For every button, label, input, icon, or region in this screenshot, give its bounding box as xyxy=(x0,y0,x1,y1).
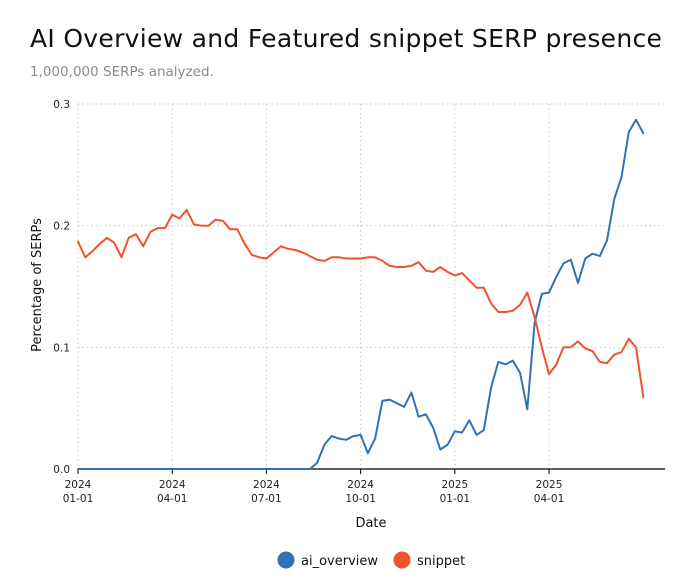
legend-label-ai-overview: ai_overview xyxy=(301,554,378,569)
chart-subtitle: 1,000,000 SERPs analyzed. xyxy=(30,64,214,80)
grid-layer xyxy=(77,103,665,469)
x-tick-date: 10-01 xyxy=(345,493,376,505)
series-line-ai-overview[interactable] xyxy=(77,118,645,470)
x-tick-date: 07-01 xyxy=(251,493,282,505)
y-tick-label: 0.0 xyxy=(53,464,70,476)
x-axis-title: Date xyxy=(355,516,386,531)
legend-item-snippet[interactable]: snippet xyxy=(393,551,466,570)
legend-item-ai-overview[interactable]: ai_overview xyxy=(277,551,379,570)
series-layer xyxy=(77,118,645,470)
legend-marker-ai-overview xyxy=(277,551,295,569)
y-tick-label: 0.1 xyxy=(53,342,70,354)
legend-label-snippet: snippet xyxy=(417,554,465,569)
series-line-snippet[interactable] xyxy=(77,208,645,399)
x-tick-date: 04-01 xyxy=(534,493,565,505)
y-tick-label: 0.3 xyxy=(53,99,70,111)
x-tick-year: 2024 xyxy=(65,479,92,491)
y-axis-title: Percentage of SERPs xyxy=(30,218,45,352)
x-tick-year: 2024 xyxy=(159,479,186,491)
legend: ai_overview snippet xyxy=(277,551,466,570)
x-tick-year: 2025 xyxy=(536,479,563,491)
y-tick-label: 0.2 xyxy=(53,221,70,233)
x-tick-year: 2024 xyxy=(253,479,280,491)
x-tick-date: 01-01 xyxy=(440,493,471,505)
chart-title: AI Overview and Featured snippet SERP pr… xyxy=(30,24,663,53)
x-tick-year: 2025 xyxy=(441,479,468,491)
axis-layer: 0.0 0.1 0.2 0.3 2024 01-01 2024 04-01 2024 07-01 2… xyxy=(53,99,665,505)
x-tick-date: 01-01 xyxy=(63,493,94,505)
x-tick-date: 04-01 xyxy=(157,493,188,505)
legend-marker-snippet xyxy=(393,551,411,569)
x-tick-year: 2024 xyxy=(347,479,374,491)
